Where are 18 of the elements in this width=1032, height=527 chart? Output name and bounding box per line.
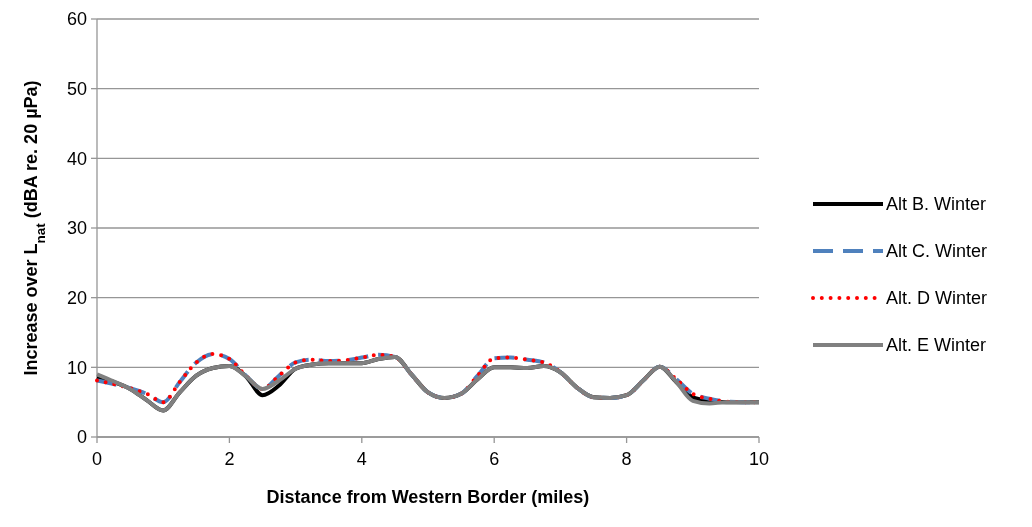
- x-axis-title: Distance from Western Border (miles): [266, 487, 590, 507]
- y-tick-label: 50: [66, 78, 87, 99]
- y-tick-label: 40: [66, 148, 87, 169]
- legend-label: Alt C. Winter: [886, 241, 988, 262]
- legend-label: Alt. E Winter: [886, 335, 987, 356]
- legend-label: Alt B. Winter: [886, 194, 987, 215]
- y-tick-label: 60: [66, 9, 87, 30]
- x-tick-label: 0: [91, 449, 103, 469]
- legend-label: Alt. D Winter: [886, 288, 988, 309]
- x-tick-label: 8: [621, 449, 632, 469]
- x-tick-label: 10: [748, 449, 770, 469]
- y-tick-label: 30: [66, 218, 87, 239]
- x-tick-label: 4: [356, 449, 367, 469]
- y-tick-label: 20: [66, 287, 87, 308]
- x-tick-label: 6: [489, 449, 500, 469]
- y-tick-label: 10: [66, 357, 87, 378]
- y-tick-label: 0: [76, 427, 87, 448]
- x-tick-label: 2: [224, 449, 235, 469]
